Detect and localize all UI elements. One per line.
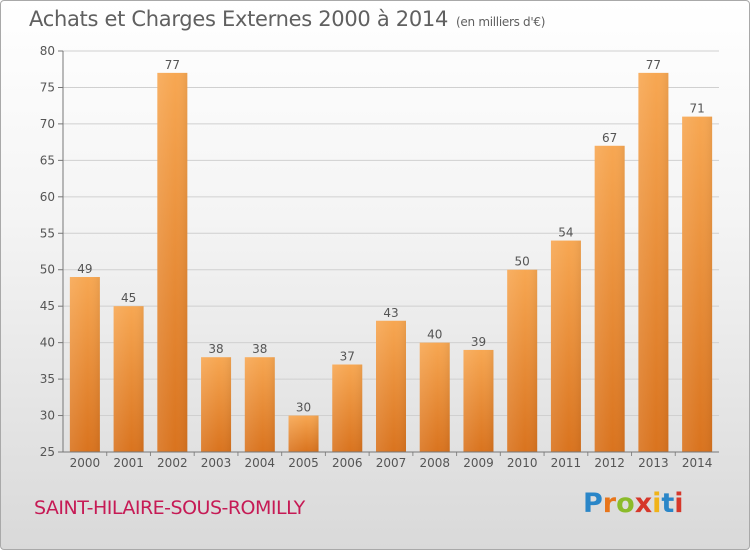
data-label: 40 — [427, 328, 442, 342]
x-tick-label: 2010 — [507, 456, 538, 470]
x-tick-label: 2011 — [551, 456, 582, 470]
y-tick-label: 35 — [40, 372, 55, 386]
data-label: 30 — [296, 401, 311, 415]
logo-letter: o — [616, 488, 635, 519]
bar-shading — [157, 72, 188, 452]
logo-letter: t — [661, 488, 675, 519]
data-label: 43 — [383, 306, 398, 320]
x-tick-label: 2014 — [682, 456, 713, 470]
x-tick-label: 2006 — [332, 456, 363, 470]
chart-title: Achats et Charges Externes 2000 à 2014 (e… — [29, 7, 545, 31]
y-tick-label: 55 — [40, 226, 55, 240]
data-label: 49 — [77, 262, 92, 276]
y-axis: 25 30 35 40 45 50 55 60 65 70 75 80 — [40, 44, 64, 459]
bar-shading — [419, 342, 450, 452]
logo-letter: i — [652, 488, 662, 519]
y-tick-label: 60 — [40, 190, 55, 204]
x-tick-label: 2002 — [157, 456, 188, 470]
x-tick-label: 2008 — [419, 456, 450, 470]
x-tick-label: 2001 — [113, 456, 144, 470]
bar-shading — [463, 349, 494, 452]
bar-shading — [507, 269, 538, 452]
logo-letter: r — [602, 488, 617, 519]
y-tick-label: 80 — [40, 44, 55, 58]
data-label: 37 — [340, 350, 355, 364]
title-unit: (en milliers d'€) — [456, 15, 546, 29]
data-label: 77 — [165, 58, 180, 72]
y-tick-label: 30 — [40, 409, 55, 423]
bar-shading — [69, 277, 100, 452]
y-tick-label: 25 — [40, 445, 55, 459]
x-tick-label: 2013 — [638, 456, 669, 470]
bar-shading — [638, 72, 669, 452]
data-label: 54 — [558, 226, 573, 240]
bar-shading — [550, 240, 581, 452]
data-label: 50 — [515, 255, 530, 269]
proxiti-logo: Proxiti — [583, 488, 684, 519]
bars — [69, 72, 713, 453]
y-tick-label: 40 — [40, 336, 55, 350]
bar-shading — [201, 357, 232, 452]
logo-letter: x — [634, 488, 653, 519]
data-label: 71 — [689, 102, 704, 116]
bar-shading — [288, 415, 319, 452]
x-tick-label: 2012 — [594, 456, 625, 470]
x-tick-label: 2007 — [376, 456, 407, 470]
y-tick-label: 65 — [40, 153, 55, 167]
title-text: Achats et Charges Externes 2000 à 2014 — [29, 7, 449, 31]
x-tick-label: 2004 — [245, 456, 276, 470]
data-label: 77 — [646, 58, 661, 72]
bar-shading — [244, 357, 275, 452]
x-tick-label: 2009 — [463, 456, 494, 470]
x-tick-label: 2005 — [288, 456, 319, 470]
bar-shading — [376, 320, 406, 452]
data-label: 67 — [602, 131, 617, 145]
data-label: 38 — [208, 342, 223, 356]
bar-shading — [113, 306, 144, 452]
bar-shading — [594, 145, 625, 453]
x-tick-label: 2003 — [201, 456, 232, 470]
logo-letter: i — [674, 488, 684, 519]
bar-shading — [682, 116, 713, 453]
data-label: 45 — [121, 291, 136, 305]
y-tick-label: 70 — [40, 117, 55, 131]
bar-shading — [332, 364, 363, 452]
place-name: SAINT-HILAIRE-SOUS-ROMILLY — [34, 497, 305, 519]
y-tick-label: 50 — [40, 263, 55, 277]
x-tick-label: 2000 — [70, 456, 101, 470]
y-tick-label: 75 — [40, 80, 55, 94]
data-labels: 49 45 77 38 38 30 37 43 40 39 50 54 67 77 71 — [77, 58, 705, 415]
data-label: 38 — [252, 342, 267, 356]
logo-letter: P — [583, 488, 603, 519]
data-label: 39 — [471, 335, 486, 349]
x-axis: 2000 2001 2002 2003 2004 2005 2006 2007 2008 2009… — [63, 451, 719, 470]
y-tick-label: 45 — [40, 299, 55, 313]
